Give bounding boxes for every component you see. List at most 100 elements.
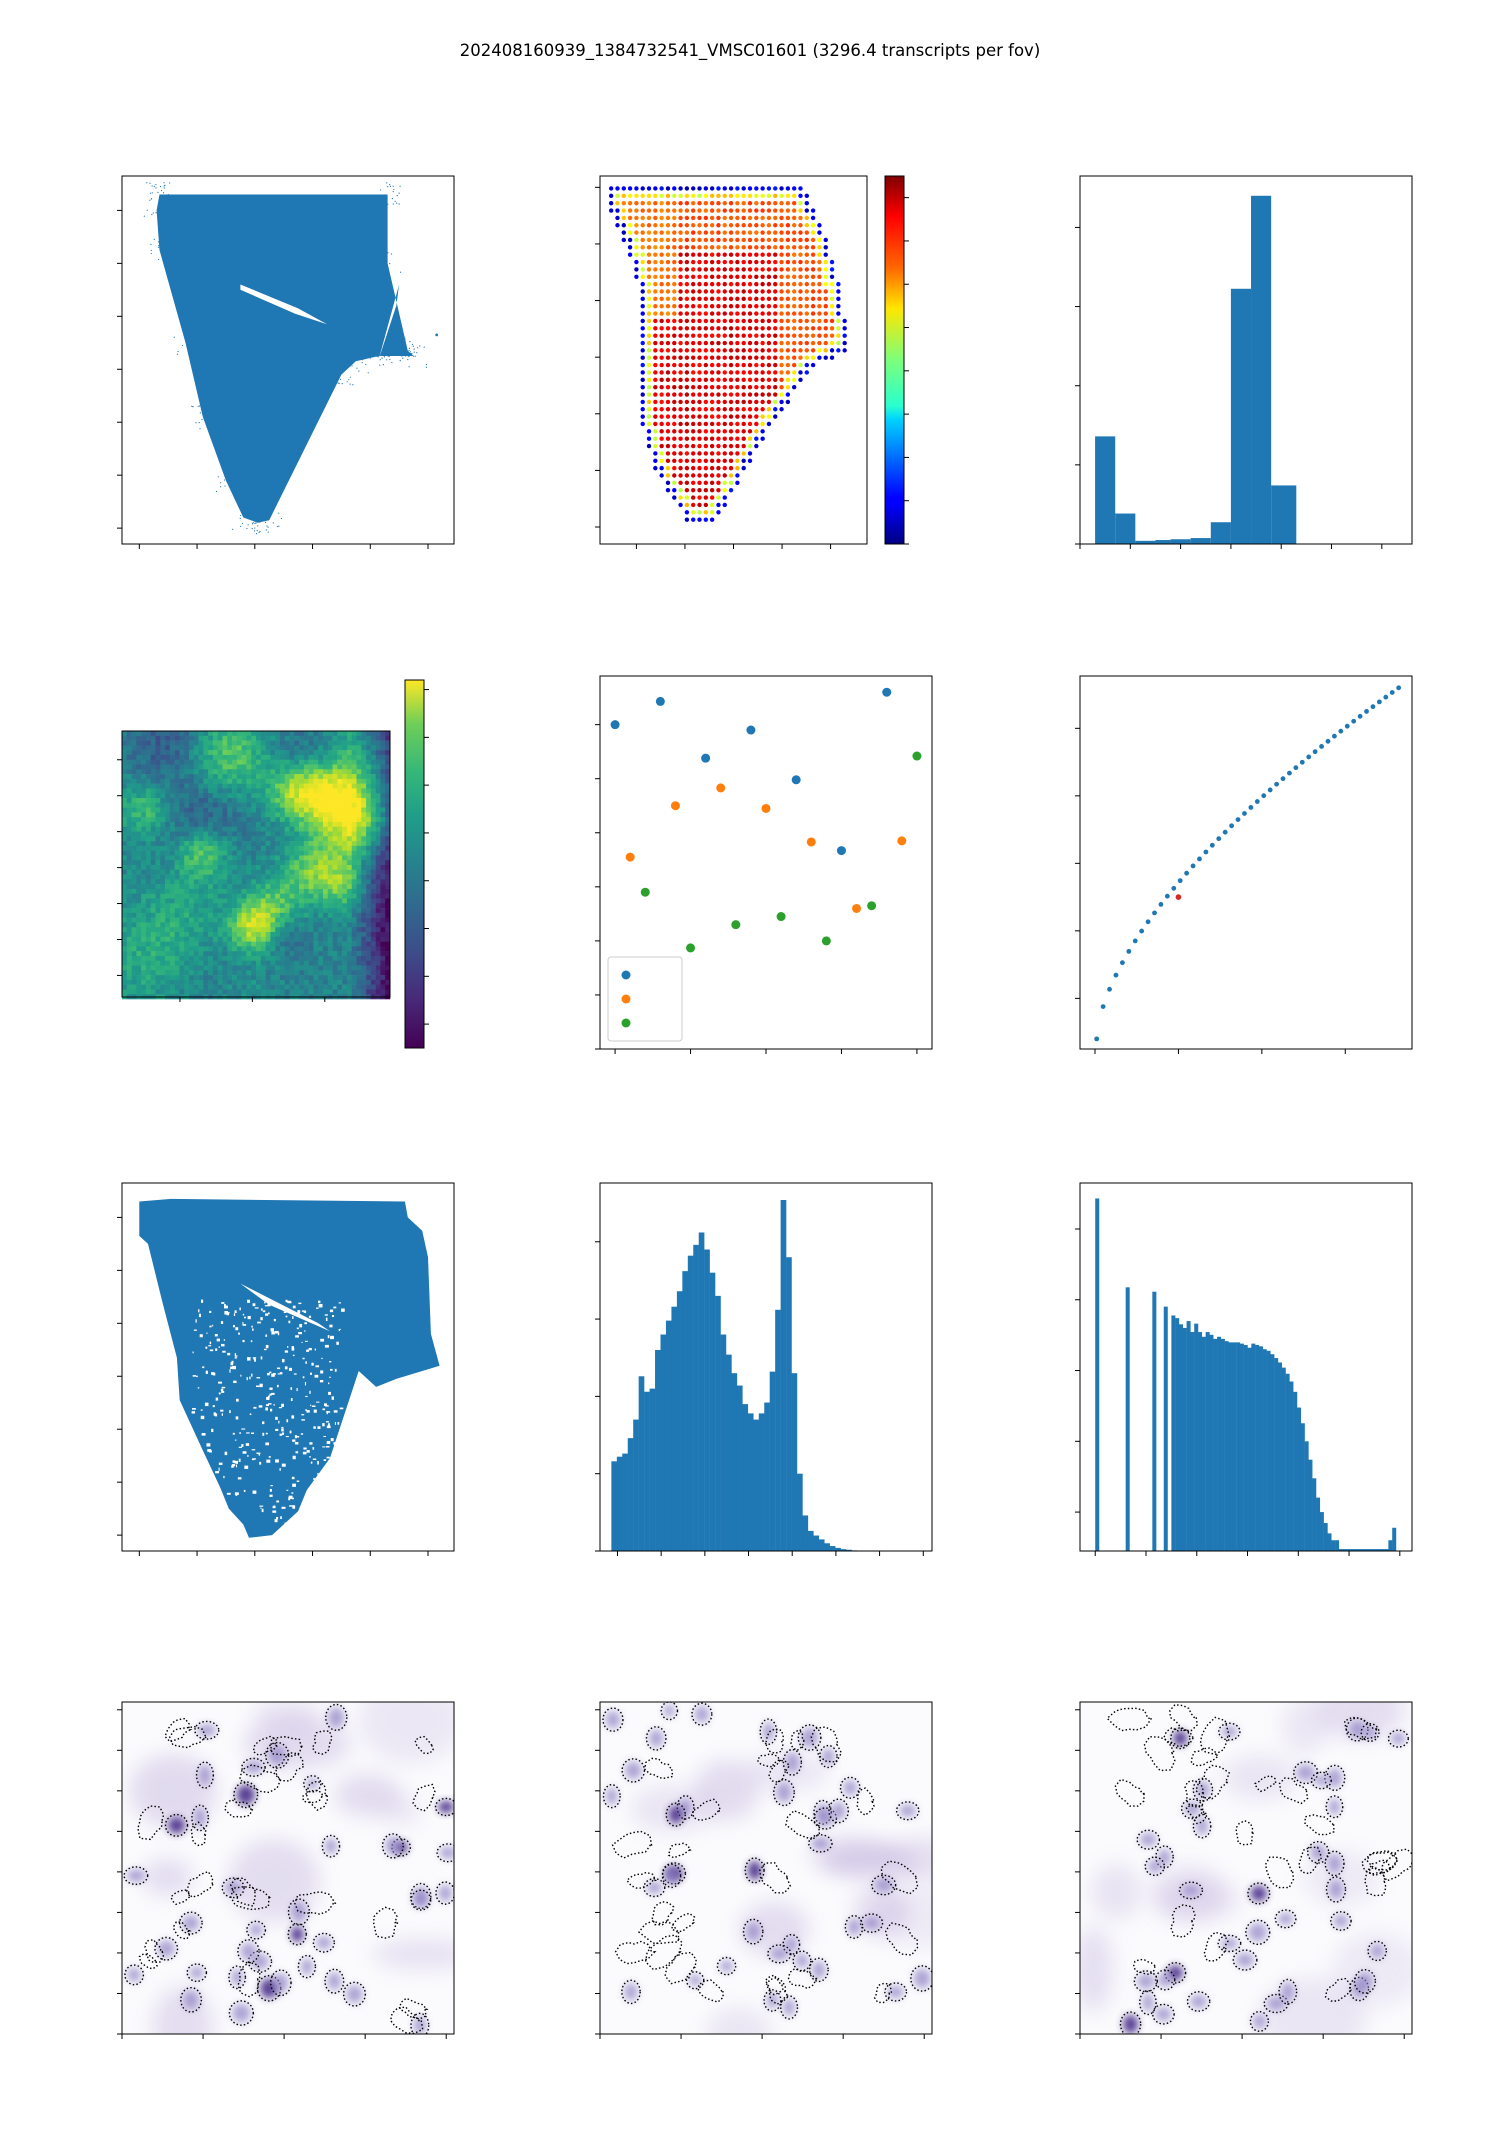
density-cell xyxy=(323,783,329,789)
fov-point xyxy=(817,252,822,257)
density-cell xyxy=(294,735,300,741)
density-cell xyxy=(203,917,209,923)
density-cell xyxy=(208,917,214,923)
fov-point xyxy=(665,488,671,493)
density-cell xyxy=(193,965,199,971)
density-cell xyxy=(294,865,300,871)
density-cell xyxy=(385,927,391,933)
density-cell xyxy=(294,754,300,761)
density-cell xyxy=(160,735,166,741)
density-cell xyxy=(126,941,132,947)
cell-gap xyxy=(265,1344,269,1349)
density-cell xyxy=(256,898,262,904)
density-cell xyxy=(284,855,290,861)
fov-point xyxy=(804,223,810,228)
density-cell xyxy=(246,783,252,789)
density-cell xyxy=(256,836,262,842)
density-cell xyxy=(323,764,329,770)
density-cell xyxy=(308,774,314,780)
cell-gap xyxy=(251,1449,256,1451)
density-cell xyxy=(160,879,166,885)
stray-transcript-point xyxy=(241,522,244,525)
fov-point xyxy=(722,414,727,419)
density-cell xyxy=(193,769,199,775)
fov-point xyxy=(621,186,626,191)
fov-point xyxy=(697,304,702,309)
density-cell xyxy=(327,922,333,928)
fov-point xyxy=(754,355,759,360)
density-cell xyxy=(189,745,195,751)
density-cell xyxy=(337,888,343,895)
density-cell xyxy=(208,869,214,875)
density-cell xyxy=(208,970,214,976)
density-cell xyxy=(275,874,281,880)
fov-point xyxy=(842,340,847,346)
density-cell xyxy=(380,903,386,909)
stray-transcript-point xyxy=(157,241,160,243)
fov-point xyxy=(716,318,721,324)
density-cell xyxy=(279,865,286,871)
density-cell xyxy=(155,807,161,813)
fov-point xyxy=(703,399,709,405)
density-cell xyxy=(327,879,333,885)
fov-point xyxy=(646,200,652,206)
fov-point xyxy=(760,370,765,375)
density-cell xyxy=(299,740,305,746)
density-cell xyxy=(141,865,147,871)
density-cell xyxy=(217,831,223,837)
density-cell xyxy=(174,936,180,942)
density-cell xyxy=(208,984,214,990)
fov-point xyxy=(766,259,772,265)
fov-point xyxy=(678,186,683,191)
density-cell xyxy=(179,769,185,775)
fov-point xyxy=(640,193,645,199)
density-cell xyxy=(361,903,367,909)
stray-transcript-point xyxy=(361,359,363,361)
density-cell xyxy=(160,898,166,904)
fov-point xyxy=(709,362,715,368)
fov-point xyxy=(691,311,696,316)
density-cell xyxy=(212,955,219,962)
density-cell xyxy=(212,917,219,923)
fov-point xyxy=(722,326,727,331)
density-cell xyxy=(227,898,233,904)
stray-transcript-point xyxy=(383,259,386,261)
stray-transcript-point xyxy=(345,362,347,364)
fov-point xyxy=(672,348,677,353)
density-cell xyxy=(184,826,190,832)
fov-point xyxy=(627,252,633,257)
density-cell xyxy=(208,975,214,981)
density-cell xyxy=(323,893,329,899)
fov-point xyxy=(785,215,791,221)
fov-point xyxy=(810,318,816,324)
density-cell xyxy=(198,731,204,737)
fov-point xyxy=(697,473,702,478)
fov-point xyxy=(646,421,652,427)
density-cell xyxy=(323,836,329,842)
fov-point xyxy=(703,355,709,360)
density-cell xyxy=(342,826,348,832)
fov-point xyxy=(735,318,740,324)
density-cell xyxy=(227,774,233,780)
density-cell xyxy=(313,908,319,914)
density-cell xyxy=(327,783,333,789)
fov-point xyxy=(684,333,690,338)
density-cell xyxy=(299,817,305,823)
fov-point xyxy=(728,215,734,221)
stray-transcript-point xyxy=(278,512,280,514)
density-cell xyxy=(308,898,314,904)
fov-point xyxy=(747,326,753,331)
fov-point xyxy=(691,267,696,272)
fov-point xyxy=(741,399,746,405)
fov-point xyxy=(754,362,759,368)
density-cell xyxy=(380,841,386,847)
fov-point xyxy=(735,230,740,235)
fov-point xyxy=(659,392,664,397)
density-cell xyxy=(150,750,156,756)
density-cell xyxy=(299,917,305,923)
density-cell xyxy=(189,965,195,971)
fov-point xyxy=(773,289,778,294)
density-cell xyxy=(212,821,219,828)
scatter-point-750 xyxy=(776,912,786,922)
density-cell xyxy=(356,932,362,938)
